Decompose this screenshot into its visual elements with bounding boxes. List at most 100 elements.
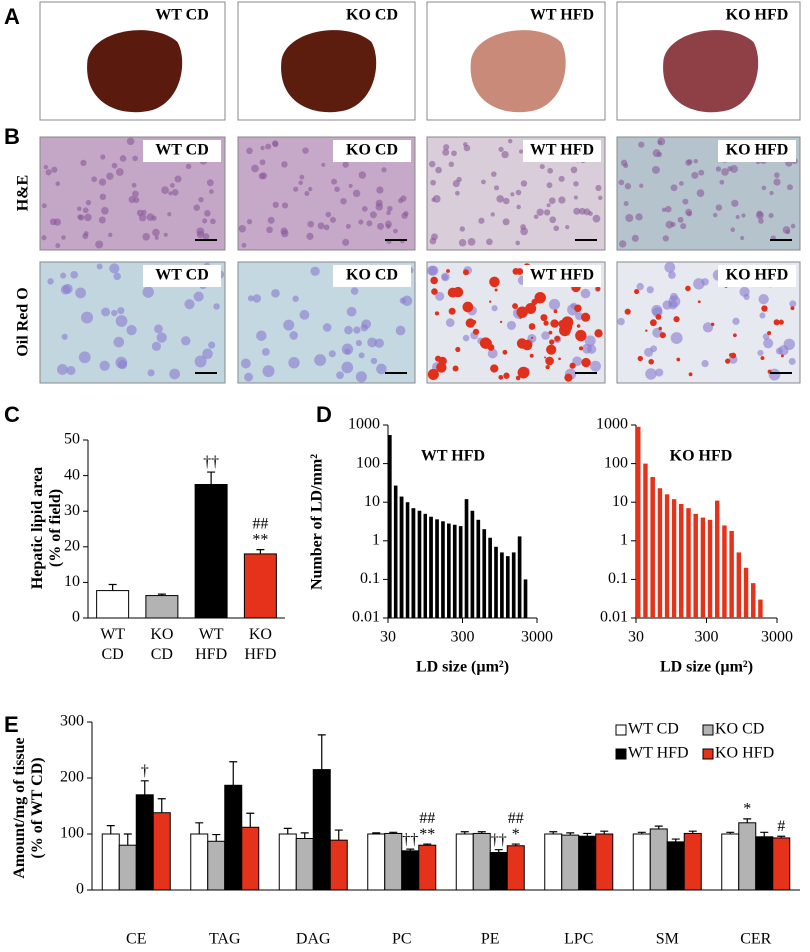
nucleus	[580, 288, 591, 299]
lipid-droplet	[529, 353, 534, 358]
nucleus	[490, 212, 495, 217]
chart-title: WT HFD	[421, 448, 485, 465]
nucleus	[467, 238, 476, 246]
y-tick-label: 0.01	[600, 609, 628, 626]
lipid-droplet	[548, 330, 553, 335]
error-bar	[760, 831, 769, 837]
nucleus	[266, 226, 273, 234]
nucleus	[788, 357, 796, 365]
nucleus	[111, 162, 118, 169]
lipid-droplet	[512, 268, 520, 275]
error-bar	[654, 825, 663, 829]
lipid-droplet	[685, 285, 691, 292]
nucleus	[314, 354, 327, 367]
y-axis-label-line: Amount/mg of tissue	[11, 737, 28, 878]
nucleus	[119, 155, 127, 162]
nucleus	[549, 216, 557, 224]
nucleus	[731, 199, 739, 207]
nucleus	[51, 166, 58, 173]
nucleus	[358, 219, 364, 225]
bar	[241, 826, 260, 891]
significance-label: *	[512, 826, 520, 843]
nucleus	[541, 331, 550, 340]
nucleus	[547, 167, 554, 174]
lipid-droplet	[649, 319, 657, 327]
lipid-droplet	[512, 303, 518, 310]
lipid-droplet	[730, 352, 737, 359]
error-bar	[207, 471, 216, 485]
error-bar	[494, 849, 503, 853]
nucleus	[652, 149, 661, 158]
lipid-droplet	[655, 313, 662, 320]
y-tick-label: 10	[64, 573, 80, 590]
nucleus	[773, 178, 781, 186]
lipid-droplet	[658, 326, 662, 331]
y-tick-label: 0.1	[608, 570, 628, 587]
histogram-bar	[517, 536, 522, 618]
error-bar	[688, 830, 697, 834]
histogram-bar	[523, 579, 528, 618]
histogram-bar	[470, 510, 475, 618]
bar	[118, 844, 137, 891]
lipid-droplet	[545, 365, 550, 370]
nucleus	[598, 195, 603, 201]
nucleus	[206, 179, 214, 187]
histogram-bar	[743, 567, 749, 618]
lipid-droplet	[545, 356, 554, 366]
bar	[367, 833, 386, 891]
error-bar	[726, 831, 735, 834]
nucleus	[769, 190, 774, 196]
nucleus	[631, 234, 639, 242]
error-bar	[372, 832, 381, 834]
lipid-droplet	[434, 311, 440, 316]
nucleus	[570, 166, 578, 174]
x-tick-label: 3000	[521, 629, 553, 646]
histogram-bar	[671, 499, 677, 618]
nucleus	[154, 235, 159, 240]
nucleus	[645, 368, 657, 380]
row-label: Oil Red O	[15, 287, 32, 356]
y-tick-label: 1000	[348, 416, 380, 433]
x-tick-label: 300	[695, 629, 719, 646]
nucleus	[741, 213, 746, 218]
legend-label: WT HFD	[628, 745, 689, 762]
error-bar	[637, 831, 646, 834]
nucleus	[328, 350, 336, 358]
nucleus	[486, 238, 493, 246]
nucleus	[267, 216, 275, 224]
nucleus	[361, 206, 368, 212]
nucleus	[77, 214, 83, 220]
nucleus	[693, 158, 699, 164]
bar	[194, 484, 228, 619]
histogram-bar	[447, 523, 451, 618]
error-bar	[157, 593, 166, 596]
nucleus	[376, 186, 384, 194]
legend-swatch	[702, 724, 714, 736]
nucleus	[558, 196, 566, 204]
lipid-droplet	[516, 306, 528, 318]
bar	[278, 833, 297, 891]
nucleus	[515, 189, 522, 196]
nucleus	[428, 160, 436, 168]
error-bar	[777, 835, 786, 838]
nucleus	[352, 189, 361, 198]
nucleus	[646, 286, 654, 294]
nucleus	[193, 291, 204, 302]
lipid-droplet	[594, 329, 603, 338]
nucleus	[782, 226, 791, 234]
lipid-droplet	[773, 319, 780, 326]
nucleus	[455, 190, 460, 196]
nucleus	[101, 307, 111, 317]
nucleus	[758, 293, 769, 305]
nucleus	[131, 190, 139, 198]
nucleus	[261, 347, 270, 356]
nucleus	[536, 208, 544, 216]
nucleus	[174, 175, 182, 183]
nucleus	[375, 203, 383, 211]
nucleus	[336, 371, 344, 380]
nucleus	[595, 184, 602, 192]
nucleus	[668, 271, 676, 279]
nucleus	[163, 232, 168, 237]
lipid-droplet	[659, 332, 666, 339]
